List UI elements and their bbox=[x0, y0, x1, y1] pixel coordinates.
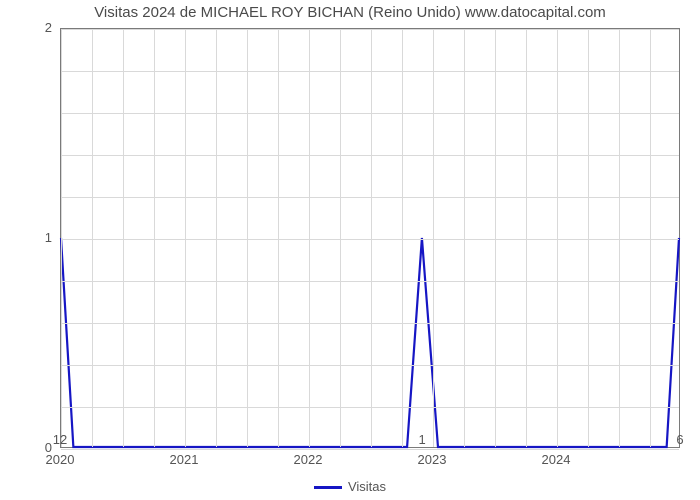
grid-line-v bbox=[185, 29, 186, 447]
legend-label: Visitas bbox=[348, 479, 386, 494]
x-tick-label: 2020 bbox=[46, 452, 75, 467]
data-point-label: 1 bbox=[418, 432, 425, 447]
grid-line-v-minor bbox=[216, 29, 217, 447]
legend: Visitas bbox=[0, 479, 700, 494]
grid-line-v-minor bbox=[278, 29, 279, 447]
y-tick-label: 1 bbox=[0, 230, 52, 245]
grid-line-v-minor bbox=[495, 29, 496, 447]
grid-line-v-minor bbox=[464, 29, 465, 447]
chart-title: Visitas 2024 de MICHAEL ROY BICHAN (Rein… bbox=[0, 4, 700, 21]
chart-container: Visitas 2024 de MICHAEL ROY BICHAN (Rein… bbox=[0, 0, 700, 500]
grid-line-v bbox=[433, 29, 434, 447]
grid-line-v bbox=[557, 29, 558, 447]
x-tick-label: 2021 bbox=[170, 452, 199, 467]
grid-line-v-minor bbox=[123, 29, 124, 447]
y-tick-label: 0 bbox=[0, 440, 52, 455]
x-tick-label: 2023 bbox=[418, 452, 447, 467]
grid-line-v-minor bbox=[526, 29, 527, 447]
grid-line-v-minor bbox=[247, 29, 248, 447]
grid-line-v-minor bbox=[371, 29, 372, 447]
grid-line-h bbox=[61, 449, 679, 450]
grid-line-v-minor bbox=[154, 29, 155, 447]
grid-line-v bbox=[309, 29, 310, 447]
x-tick-label: 2022 bbox=[294, 452, 323, 467]
data-point-label: 12 bbox=[53, 432, 67, 447]
grid-line-v bbox=[61, 29, 62, 447]
grid-line-v-minor bbox=[340, 29, 341, 447]
plot-area bbox=[60, 28, 680, 448]
grid-line-v-minor bbox=[92, 29, 93, 447]
legend-swatch bbox=[314, 486, 342, 489]
x-tick-label: 2024 bbox=[542, 452, 571, 467]
grid-line-v-minor bbox=[650, 29, 651, 447]
grid-line-v-minor bbox=[402, 29, 403, 447]
data-point-label: 6 bbox=[676, 432, 683, 447]
grid-line-v-minor bbox=[588, 29, 589, 447]
grid-line-v-minor bbox=[619, 29, 620, 447]
y-tick-label: 2 bbox=[0, 20, 52, 35]
